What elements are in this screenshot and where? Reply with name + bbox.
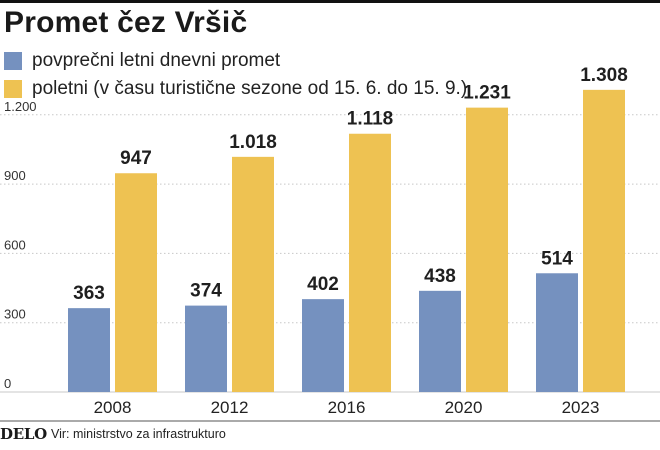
- bar: [536, 273, 578, 392]
- footer: DELO Vir: ministrstvo za infrastrukturo: [0, 425, 660, 447]
- data-label: 1.231: [463, 83, 511, 104]
- legend-label-average: povprečni letni dnevni promet: [32, 50, 281, 71]
- data-label: 1.308: [580, 65, 628, 86]
- data-label: 402: [307, 274, 339, 295]
- y-tick-label: 1.200: [4, 99, 37, 114]
- legend-swatch-blue: [4, 52, 22, 70]
- bar: [185, 305, 227, 392]
- data-label: 438: [424, 266, 456, 287]
- top-rule: [0, 0, 660, 3]
- bar: [68, 308, 110, 392]
- x-tick-label: 2016: [328, 398, 366, 417]
- bar: [419, 290, 461, 392]
- legend-label-summer: poletni (v času turistične sezone od 15.…: [32, 78, 468, 99]
- y-tick-label: 300: [4, 307, 26, 322]
- data-label: 374: [190, 281, 222, 302]
- y-tick-label: 600: [4, 237, 26, 252]
- bar: [466, 107, 508, 392]
- data-label: 514: [541, 248, 573, 269]
- legend-item-summer: poletni (v času turistične sezone od 15.…: [4, 78, 467, 100]
- x-tick-label: 2012: [211, 398, 249, 417]
- bar: [232, 156, 274, 392]
- bar: [115, 173, 157, 392]
- data-label: 947: [120, 148, 152, 169]
- data-label: 1.018: [229, 132, 277, 153]
- bar-chart: 0 300 600 900 1.200 363 947 2008 374 1.018 2012 402…: [0, 65, 660, 422]
- source-note: Vir: ministrstvo za infrastrukturo: [51, 427, 226, 441]
- y-tick-label: 900: [4, 168, 26, 183]
- x-tick-label: 2020: [445, 398, 483, 417]
- x-tick-label: 2008: [94, 398, 132, 417]
- legend-swatch-yellow: [4, 80, 22, 98]
- legend-item-average: povprečni letni dnevni promet: [4, 50, 280, 72]
- chart-title: Promet čez Vršič: [4, 6, 248, 39]
- bar: [583, 89, 625, 393]
- y-tick-label: 0: [4, 376, 11, 391]
- data-label: 1.118: [347, 109, 394, 130]
- x-tick-label: 2023: [562, 398, 600, 417]
- bar: [349, 133, 391, 392]
- delo-logo: DELO: [0, 425, 47, 443]
- data-label: 363: [73, 283, 105, 304]
- bar: [302, 299, 344, 392]
